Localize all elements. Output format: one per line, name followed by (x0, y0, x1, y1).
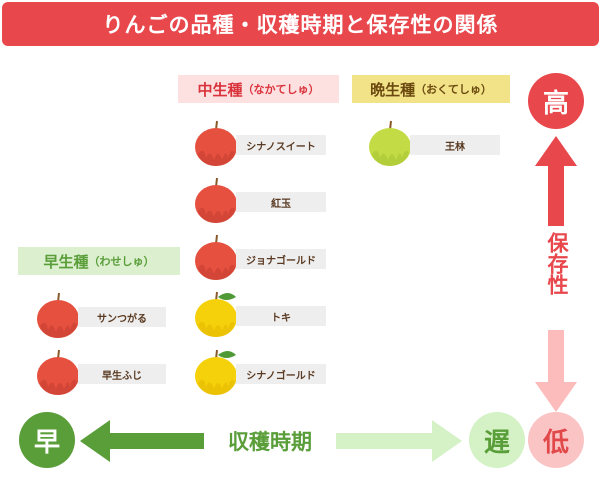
apple-icon (194, 234, 238, 280)
category-name: 中生種 (197, 80, 243, 99)
storage-low-badge: 低 (528, 412, 584, 468)
arrow-left-icon (80, 420, 204, 462)
arrow-right-icon (336, 420, 462, 462)
apple-icon (194, 349, 238, 395)
variety-label: サンつがる (78, 307, 166, 327)
variety-label: シナノゴールド (236, 364, 326, 384)
harvest-label: 収穫時期 (228, 430, 312, 454)
apple-icon (194, 177, 238, 223)
variety-label: トキ (236, 306, 326, 326)
storage-high-badge: 高 (528, 73, 584, 129)
storage-label: 保存性 (545, 232, 569, 295)
harvest-late-badge: 遅 (469, 412, 525, 468)
page-title: りんごの品種・収穫時期と保存性の関係 (2, 2, 599, 46)
variety-label: 紅玉 (236, 192, 326, 212)
variety-label: 王林 (410, 135, 500, 155)
apple-icon (194, 120, 238, 166)
variety-label: シナノスイート (236, 135, 326, 155)
variety-label: ジョナゴールド (236, 249, 326, 269)
category-reading: （なかてしゅ） (242, 83, 320, 96)
category-name: 晩生種 (370, 80, 416, 99)
variety-label: 早生ふじ (78, 364, 166, 384)
category-reading: （わせしゅ） (88, 255, 155, 268)
harvest-early-badge: 早 (19, 412, 75, 468)
apple-icon (368, 120, 412, 166)
category-mid: 中生種 （なかてしゅ） (178, 75, 339, 103)
category-early: 早生種 （わせしゅ） (18, 247, 180, 275)
category-late: 晩生種 （おくてしゅ） (352, 75, 510, 103)
arrow-up-icon (535, 136, 577, 226)
arrow-down-icon (535, 330, 577, 412)
apple-icon (194, 291, 238, 337)
apple-icon (36, 349, 80, 395)
category-reading: （おくてしゅ） (415, 83, 492, 96)
apple-icon (36, 292, 80, 338)
category-name: 早生種 (43, 252, 89, 271)
